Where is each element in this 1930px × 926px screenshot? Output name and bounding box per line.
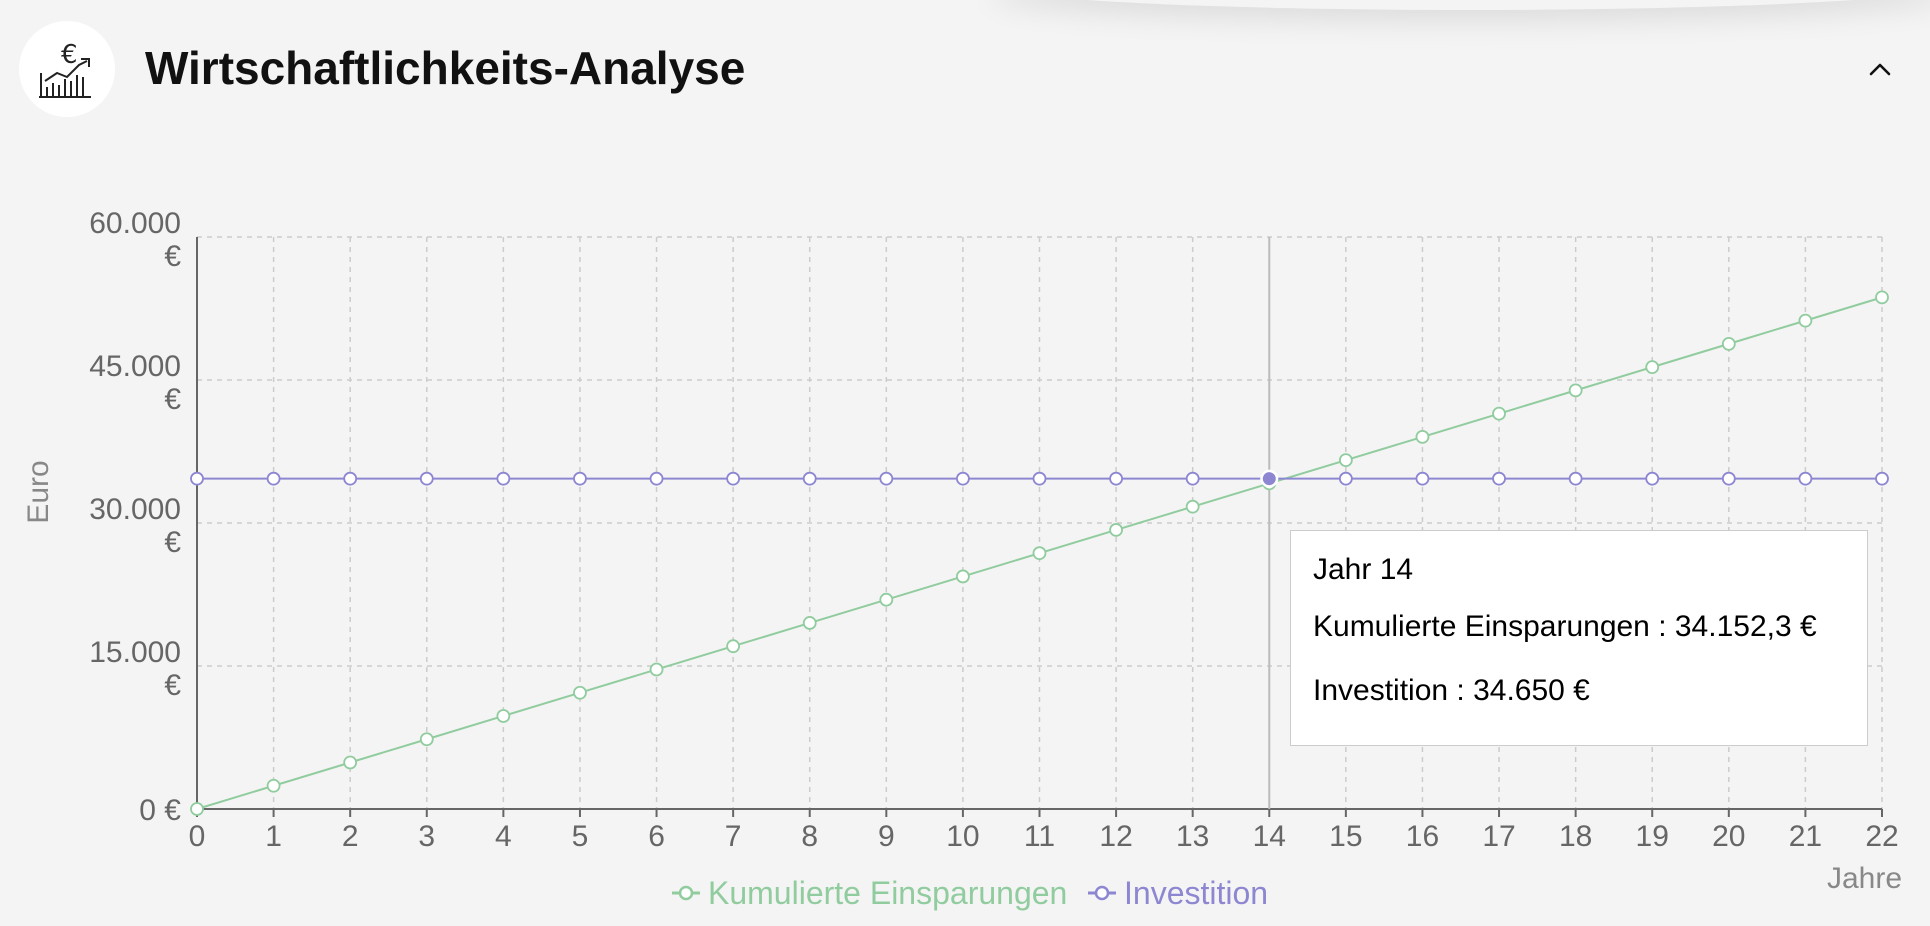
svg-text:€: € xyxy=(61,40,78,70)
y-tick-label: 15.000 xyxy=(89,636,181,669)
data-point-kumulierte-einsparungen xyxy=(573,685,587,700)
x-tick-label: 6 xyxy=(648,820,665,853)
data-point-investition xyxy=(1568,471,1583,486)
data-point-kumulierte-einsparungen xyxy=(1032,546,1047,561)
tooltip-row-investment: Investition : 34.650 € xyxy=(1313,674,1590,707)
data-point-investition xyxy=(266,471,281,486)
axes xyxy=(196,237,1883,817)
y-tick-label-unit: € xyxy=(164,526,181,559)
data-point-investition xyxy=(802,471,817,486)
y-tick-label-unit: € xyxy=(164,240,181,273)
tick-labels: 0 1 2 3 4 5 6 7 8 9 10 11 12 13 14 15 16 17 18 19 20 21 2260.0… xyxy=(22,207,1902,895)
tooltip-title: Jahr 14 xyxy=(1313,553,1414,586)
data-point-investition xyxy=(649,471,664,486)
data-point-kumulierte-einsparungen xyxy=(343,755,358,770)
x-tick-label: 11 xyxy=(1024,820,1055,853)
tooltip-row-savings: Kumulierte Einsparungen : 34.152,3 € xyxy=(1313,610,1817,643)
x-tick-label: 16 xyxy=(1406,820,1439,853)
data-point-kumulierte-einsparungen xyxy=(1109,523,1123,537)
active-data-point xyxy=(1262,472,1276,486)
chart-area: 0 1 2 3 4 5 6 7 8 9 10 11 12 13 14 15 16 17 18 19 20 21 22 60.0… xyxy=(0,140,1930,926)
data-point-kumulierte-einsparungen xyxy=(1721,336,1736,351)
data-point-kumulierte-einsparungen xyxy=(726,639,741,654)
data-point-investition xyxy=(1109,471,1123,486)
data-point-kumulierte-einsparungen xyxy=(649,662,664,677)
legend-symbol-marker xyxy=(1094,885,1110,901)
data-point-investition xyxy=(1492,471,1506,486)
data-point-kumulierte-einsparungen xyxy=(879,592,894,607)
y-tick-label: 45.000 xyxy=(89,350,181,383)
data-point-investition xyxy=(956,471,970,486)
data-point-kumulierte-einsparungen xyxy=(190,802,204,816)
x-tick-label: 9 xyxy=(878,820,895,853)
x-tick-label: 12 xyxy=(1099,820,1132,853)
chart-tooltip: Jahr 14 Kumulierte Einsparungen : 34.152… xyxy=(1290,530,1868,746)
data-point-investition xyxy=(496,471,511,486)
legend-label: Investition xyxy=(1124,875,1268,911)
x-tick-label: 3 xyxy=(418,820,435,853)
data-point-investition xyxy=(1645,471,1660,486)
x-tick-label: 18 xyxy=(1559,820,1592,853)
data-point-kumulierte-einsparungen xyxy=(419,732,434,747)
x-tick-label: 0 xyxy=(189,820,206,853)
x-tick-label: 2 xyxy=(342,820,359,853)
x-tick-label: 22 xyxy=(1865,820,1898,853)
data-point-investition xyxy=(1338,471,1353,486)
data-point-investition xyxy=(726,471,741,486)
data-point-kumulierte-einsparungen xyxy=(1645,360,1660,375)
y-tick-label: 0 € xyxy=(139,794,181,827)
data-point-investition xyxy=(1415,471,1430,486)
data-point-kumulierte-einsparungen xyxy=(496,709,511,723)
x-tick-label: 14 xyxy=(1253,820,1286,853)
euro-chart-icon: € xyxy=(19,21,115,117)
page-title: Wirtschaftlichkeits-Analyse xyxy=(145,42,746,94)
data-point-kumulierte-einsparungen xyxy=(1492,406,1506,421)
data-point-investition xyxy=(419,471,434,486)
data-point-kumulierte-einsparungen xyxy=(1185,499,1200,514)
data-point-investition xyxy=(1798,471,1813,486)
y-tick-label-unit: € xyxy=(164,669,181,702)
y-tick-label: 30.000 xyxy=(89,493,181,526)
x-tick-label: 4 xyxy=(495,820,512,853)
data-point-investition xyxy=(1032,471,1047,486)
x-axis-title: Jahre xyxy=(1827,862,1902,895)
line-chart: 0 1 2 3 4 5 6 7 8 9 10 11 12 13 14 15 16 17 18 19 20 21 2260.0… xyxy=(22,207,1902,911)
data-point-kumulierte-einsparungen xyxy=(1798,313,1813,328)
legend-symbol-marker xyxy=(678,885,694,901)
y-tick-label-unit: € xyxy=(164,383,181,416)
y-axis-title: Euro xyxy=(22,460,55,523)
section-header: € Wirtschaftlichkeits-Analyse xyxy=(0,0,1930,140)
data-point-investition xyxy=(573,471,587,486)
data-point-kumulierte-einsparungen xyxy=(266,778,281,793)
x-tick-label: 20 xyxy=(1712,820,1745,853)
x-tick-label: 1 xyxy=(265,820,282,853)
data-point-kumulierte-einsparungen xyxy=(1875,290,1889,305)
x-tick-label: 19 xyxy=(1636,820,1669,853)
data-point-investition xyxy=(879,471,894,486)
data-point-kumulierte-einsparungen xyxy=(1568,383,1583,398)
data-point-investition xyxy=(190,471,204,486)
series xyxy=(190,290,1889,816)
x-tick-label: 10 xyxy=(946,820,979,853)
data-point-kumulierte-einsparungen xyxy=(1338,453,1353,468)
x-tick-label: 8 xyxy=(801,820,818,853)
x-tick-label: 15 xyxy=(1329,820,1362,853)
data-point-investition xyxy=(1875,471,1889,486)
data-point-investition xyxy=(1721,471,1736,486)
x-tick-label: 17 xyxy=(1482,820,1515,853)
data-point-investition xyxy=(343,471,358,486)
data-point-kumulierte-einsparungen xyxy=(956,569,970,584)
x-tick-label: 13 xyxy=(1176,820,1209,853)
y-tick-label: 60.000 xyxy=(89,207,181,240)
data-point-kumulierte-einsparungen xyxy=(1415,430,1430,444)
x-tick-label: 21 xyxy=(1789,820,1822,853)
data-point-kumulierte-einsparungen xyxy=(802,616,817,630)
x-tick-label: 5 xyxy=(572,820,589,853)
legend[interactable]: Kumulierte Einsparungen Investition xyxy=(672,875,1268,911)
legend-label: Kumulierte Einsparungen xyxy=(708,875,1067,911)
chevron-up-icon[interactable] xyxy=(1860,52,1900,88)
data-point-investition xyxy=(1185,471,1200,486)
x-tick-label: 7 xyxy=(725,820,742,853)
